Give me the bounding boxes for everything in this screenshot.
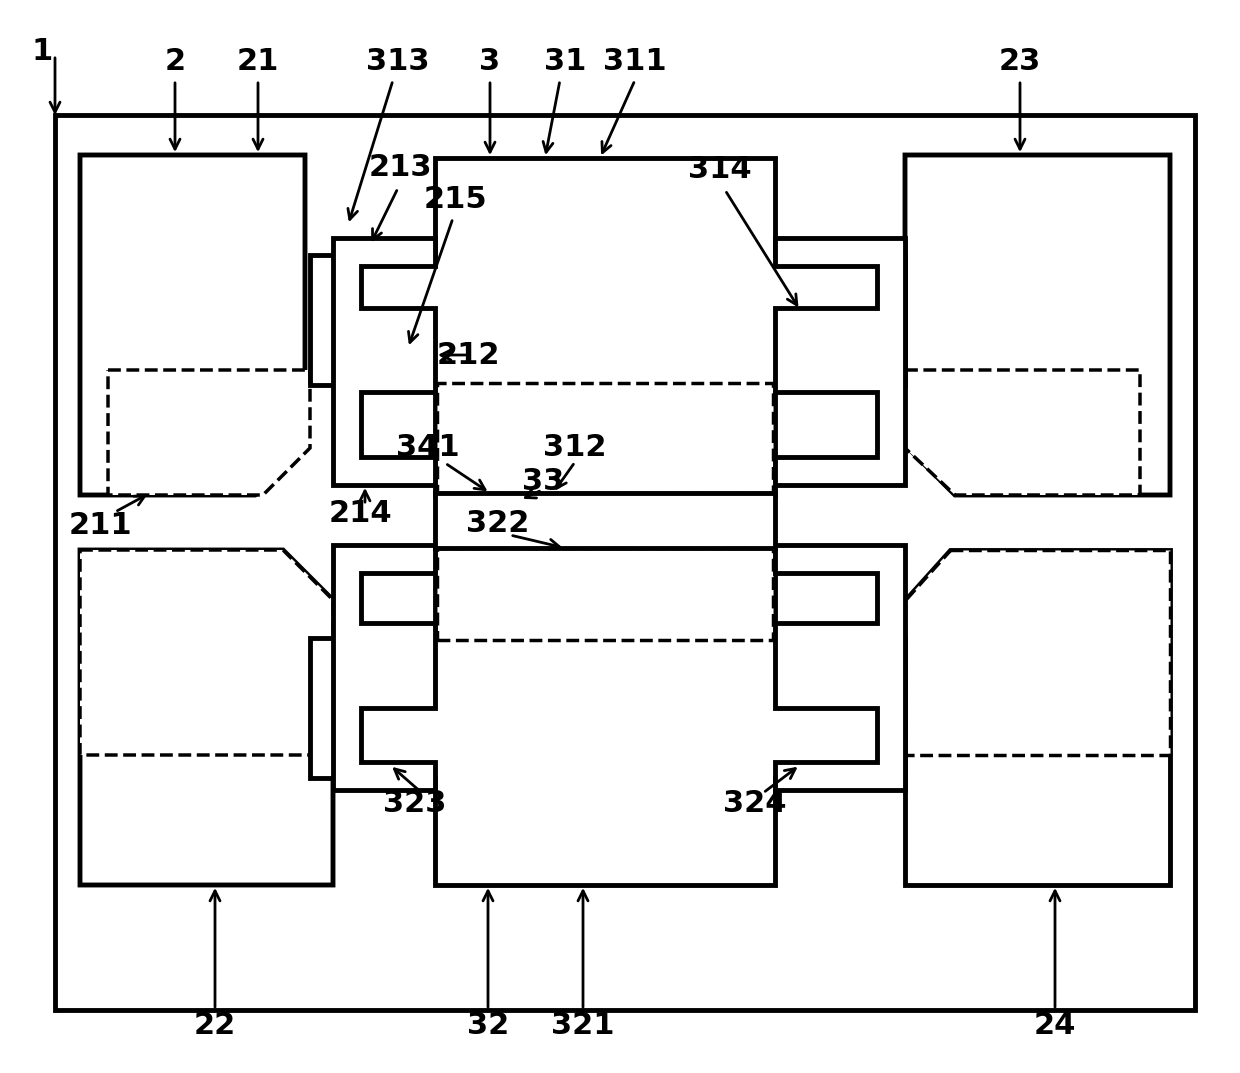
Polygon shape [310, 548, 905, 885]
Polygon shape [108, 370, 310, 495]
Text: 31: 31 [544, 47, 587, 76]
Bar [435, 493, 775, 548]
Text: 213: 213 [368, 153, 432, 182]
Text: 21: 21 [237, 47, 279, 76]
Text: 32: 32 [467, 1011, 510, 1040]
Text: 3: 3 [480, 47, 501, 76]
Text: 314: 314 [688, 156, 751, 185]
Polygon shape [334, 238, 435, 485]
Bar [436, 548, 773, 640]
Text: 322: 322 [466, 509, 529, 538]
Text: 313: 313 [366, 47, 430, 76]
Polygon shape [905, 550, 1171, 885]
Text: 1: 1 [31, 38, 52, 67]
Bar [436, 383, 773, 493]
Polygon shape [81, 550, 334, 755]
Polygon shape [775, 545, 905, 790]
Text: 2: 2 [165, 47, 186, 76]
Text: 312: 312 [543, 433, 606, 462]
Text: 324: 324 [723, 789, 786, 818]
Text: 215: 215 [423, 186, 487, 215]
Text: 323: 323 [383, 789, 446, 818]
Bar [55, 115, 1195, 1010]
Polygon shape [905, 550, 1171, 755]
Polygon shape [334, 545, 435, 790]
Polygon shape [905, 155, 1171, 495]
Text: 212: 212 [436, 340, 500, 369]
Text: 211: 211 [68, 511, 131, 540]
Polygon shape [905, 370, 1140, 495]
Text: 33: 33 [522, 468, 564, 497]
Text: 311: 311 [603, 47, 667, 76]
Polygon shape [310, 158, 905, 495]
Text: 321: 321 [552, 1011, 615, 1040]
Text: 341: 341 [397, 433, 460, 462]
Text: 214: 214 [329, 499, 392, 528]
Text: 24: 24 [1034, 1011, 1076, 1040]
Polygon shape [81, 550, 334, 885]
Polygon shape [775, 238, 905, 485]
Text: 22: 22 [193, 1011, 236, 1040]
Polygon shape [81, 155, 305, 495]
Text: 23: 23 [999, 47, 1042, 76]
